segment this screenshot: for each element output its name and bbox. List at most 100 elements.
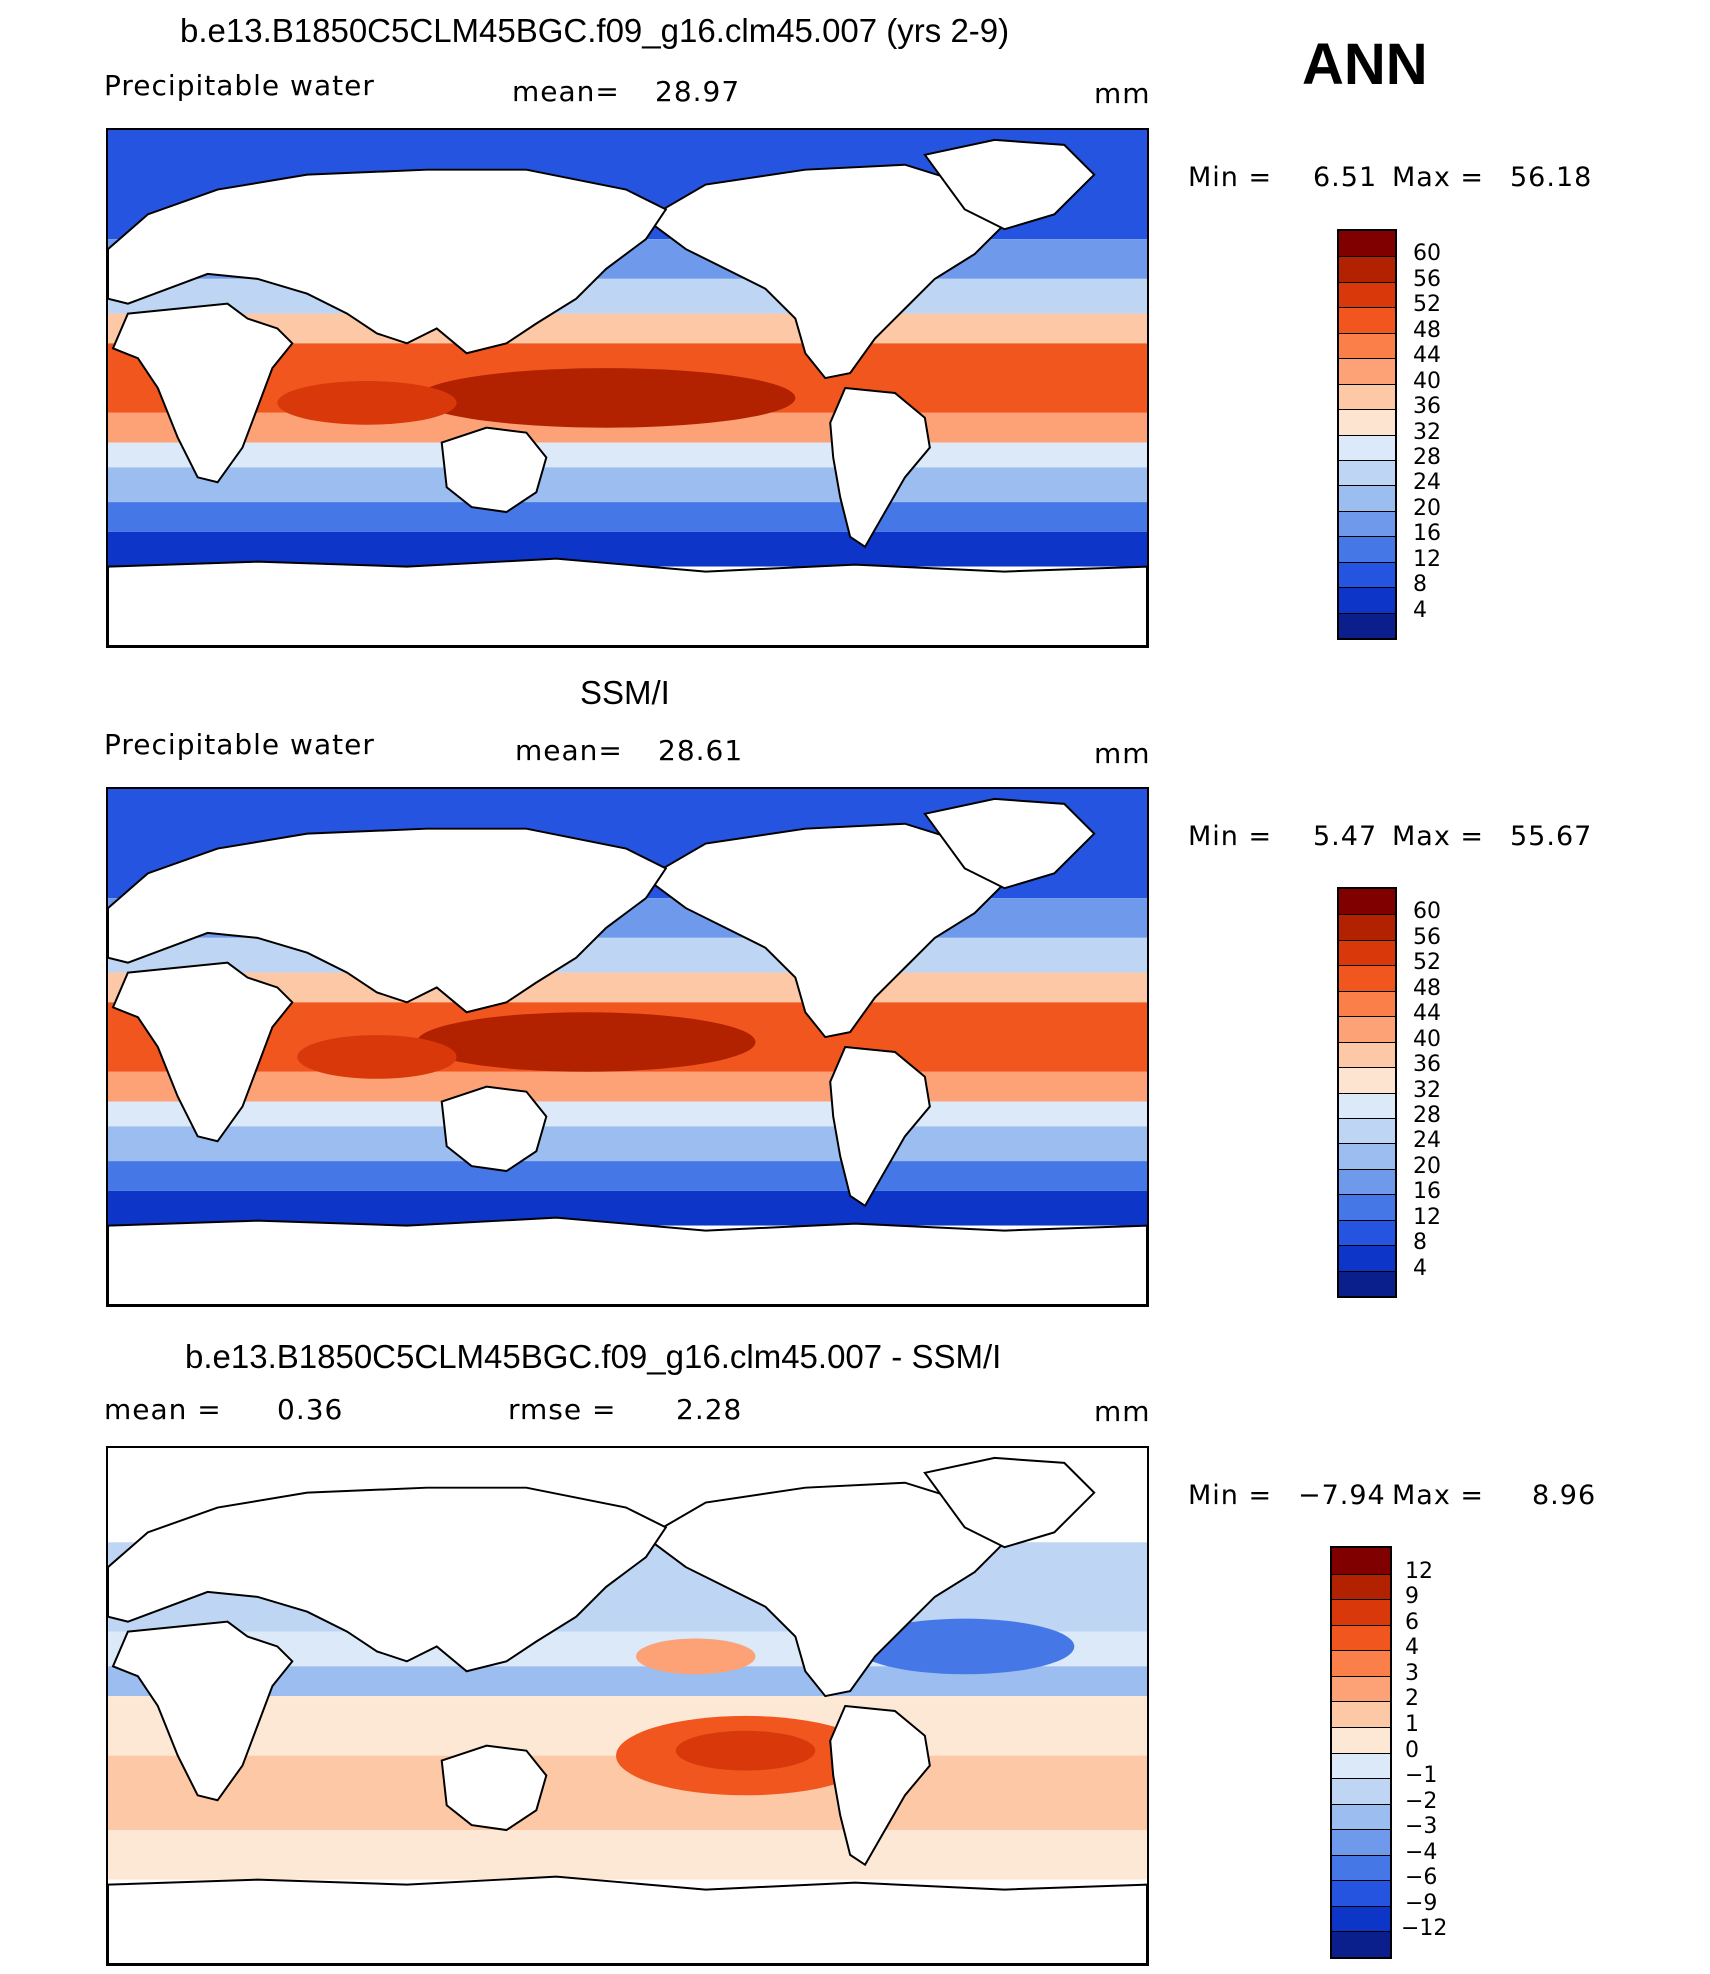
colorbar-box (1332, 1726, 1390, 1753)
field-band (108, 278, 1147, 314)
colorbar-box (1339, 1117, 1395, 1144)
coastline (644, 822, 1006, 1039)
colorbar-tick-label: −3 (1405, 1814, 1438, 1840)
colorbar-box (1339, 587, 1395, 613)
panel-obs-mean-value: 28.61 (658, 734, 744, 767)
colorbar-box (1339, 1041, 1395, 1068)
field-band (108, 1126, 1147, 1162)
colorbar-tick-label: 0 (1405, 1737, 1419, 1763)
coastline (111, 1620, 294, 1802)
colorbar-tick-label: 12 (1413, 1204, 1441, 1230)
colorbar-box (1339, 409, 1395, 435)
coastline (829, 1045, 931, 1208)
colorbar-tick-label: 20 (1413, 495, 1441, 521)
panel-diff-mean-label: mean = (104, 1393, 222, 1426)
colorbar-tick-label: 52 (1413, 292, 1441, 318)
colorbar-box (1339, 536, 1395, 562)
colorbar-box (1339, 561, 1395, 588)
panel-model-mean-label: mean= (512, 75, 620, 108)
colorbar-box (1339, 256, 1395, 282)
colorbar-box (1339, 459, 1395, 486)
colorbar-tick-label: 8 (1413, 572, 1427, 598)
season-label: ANN (1302, 32, 1428, 97)
panel-model-title: b.e13.B1850C5CLM45BGC.f09_g16.clm45.007 … (180, 12, 1010, 49)
colorbar-box (1339, 281, 1395, 308)
coastline (108, 557, 1147, 646)
colorbar-box (1339, 332, 1395, 359)
field-band (108, 467, 1147, 503)
warm-pool-core (416, 1012, 756, 1072)
colorbar-tick-label: 32 (1413, 1077, 1441, 1103)
panel-obs-title: SSM/I (580, 674, 670, 711)
panel-model-variable: Precipitable water (104, 69, 375, 102)
colorbar-box (1339, 434, 1395, 460)
colorbar-box (1339, 914, 1395, 940)
panel-diff-min-label: Min = (1188, 1480, 1273, 1511)
colorbar-box (1332, 1752, 1390, 1779)
colorbar-tick-label: 20 (1413, 1153, 1441, 1179)
colorbar-tick-label: 4 (1405, 1635, 1419, 1661)
colorbar-box (1339, 1016, 1395, 1042)
field-band (108, 502, 1147, 532)
colorbar-box (1332, 1650, 1390, 1676)
colorbar-tick-label: 2 (1405, 1686, 1419, 1712)
colorbar-box (1339, 358, 1395, 384)
colorbar-tick-label: 9 (1405, 1584, 1419, 1610)
colorbar-box (1339, 307, 1395, 333)
panel-model-map-svg (108, 130, 1147, 646)
colorbar-tick-label: 60 (1413, 899, 1441, 925)
panel-diff-colorbar (1330, 1546, 1392, 1959)
colorbar-tick-label: 32 (1413, 419, 1441, 445)
colorbar-tick-label: 4 (1413, 1255, 1427, 1281)
colorbar-box (1339, 1194, 1395, 1220)
colorbar-box (1332, 1880, 1390, 1906)
coastline (108, 827, 668, 1014)
coastline (108, 1216, 1147, 1305)
colorbar-tick-label: 8 (1413, 1230, 1427, 1256)
colorbar-box (1332, 1931, 1390, 1957)
colorbar-box (1339, 990, 1395, 1017)
field-band (108, 937, 1147, 973)
colorbar-box (1332, 1624, 1390, 1651)
coastline (440, 1085, 548, 1173)
colorbar-box (1332, 1778, 1390, 1804)
colorbar-box (1339, 965, 1395, 991)
field-band (108, 442, 1147, 468)
panel-diff-max-value: 8.96 (1532, 1480, 1597, 1511)
panel-obs-units: mm (1094, 737, 1151, 770)
colorbar-box (1339, 510, 1395, 537)
colorbar-tick-label: 1 (1405, 1711, 1419, 1737)
colorbar-tick-label: 40 (1413, 368, 1441, 394)
colorbar-box (1339, 485, 1395, 511)
atlantic-negative-anomaly (855, 1618, 1075, 1675)
panel-obs-colorbar (1337, 887, 1397, 1298)
indian-ocean-core (277, 381, 457, 425)
colorbar-tick-label: 36 (1413, 394, 1441, 420)
colorbar-tick-label: 52 (1413, 950, 1441, 976)
panel-diff-map (106, 1446, 1149, 1966)
coastline (923, 1456, 1096, 1549)
panel-diff-rmse-label: rmse = (508, 1393, 617, 1426)
coastline (829, 1704, 931, 1867)
colorbar-tick-label: −4 (1405, 1839, 1438, 1865)
coastline (644, 163, 1006, 380)
colorbar-tick-label: 56 (1413, 924, 1441, 950)
colorbar-box (1339, 231, 1395, 257)
colorbar-box (1332, 1548, 1390, 1574)
coastline (108, 168, 668, 355)
panel-diff-min-value: −7.94 (1298, 1480, 1386, 1511)
colorbar-box (1332, 1905, 1390, 1932)
colorbar-tick-label: 28 (1413, 1102, 1441, 1128)
panel-model-units: mm (1094, 77, 1151, 110)
colorbar-box (1332, 1829, 1390, 1855)
colorbar-tick-label: −6 (1405, 1865, 1438, 1891)
panel-obs-map (106, 787, 1149, 1307)
panel-obs-max-label: Max = (1392, 821, 1485, 852)
coastline (440, 426, 548, 514)
field-band (108, 531, 1147, 567)
panel-obs-min-value: 5.47 (1313, 821, 1378, 852)
colorbar-box (1339, 1219, 1395, 1246)
colorbar-box (1339, 1067, 1395, 1093)
colorbar-tick-label: −2 (1405, 1788, 1438, 1814)
coastline (644, 1481, 1006, 1698)
